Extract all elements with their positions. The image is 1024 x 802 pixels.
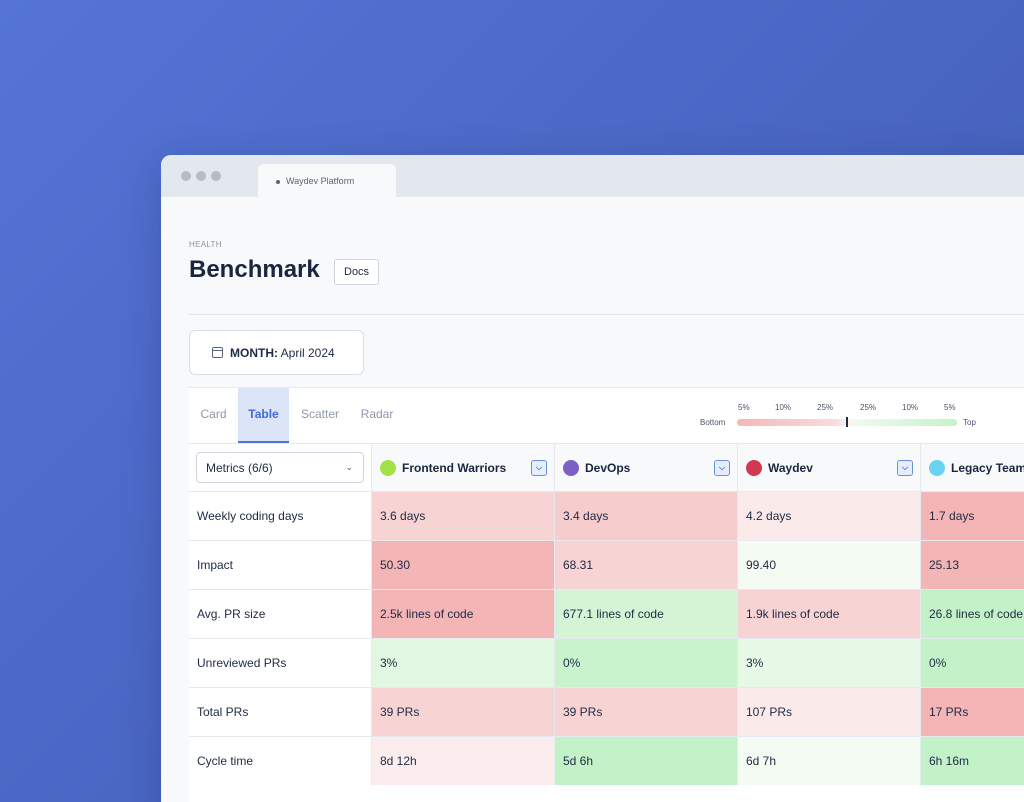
team-color-dot (746, 459, 762, 476)
team-name: Waydev (768, 460, 813, 475)
metric-value-cell: 1.9k lines of code (738, 589, 921, 638)
metric-value-cell: 6h 16m (921, 736, 1024, 785)
metric-value-cell: 8d 12h (372, 736, 555, 785)
metric-value-cell: 3% (372, 638, 555, 687)
month-picker[interactable]: MONTH: April 2024 (189, 330, 364, 375)
chevron-down-icon: ⌄ (345, 462, 353, 472)
metric-value-cell: 68.31 (555, 540, 738, 589)
docs-button[interactable]: Docs (334, 259, 380, 285)
benchmark-table: Metrics (6/6) ⌄ Frontend Warriors ⌵ DevOps… (189, 443, 1024, 785)
team-dropdown-toggle[interactable]: ⌵ (897, 460, 913, 476)
title-bar: Waydev Platform (161, 155, 1024, 197)
metric-value-cell: 3.4 days (555, 491, 738, 540)
close-dot[interactable] (181, 171, 191, 181)
team-dropdown-toggle[interactable]: ⌵ (531, 460, 547, 476)
tab-table[interactable]: Table (238, 388, 289, 443)
month-value: April 2024 (280, 346, 335, 360)
tab-card[interactable]: Card (200, 407, 227, 421)
metric-value-cell: 4.2 days (738, 491, 921, 540)
window-controls (181, 171, 221, 181)
legend-tick: 10% (902, 403, 919, 412)
metric-label: Total PRs (189, 687, 372, 736)
metric-value-cell: 0% (555, 638, 738, 687)
team-header-2: Waydev ⌵ (738, 443, 921, 491)
metric-value-cell: 1.7 days (921, 491, 1024, 540)
legend-tick: 5% (738, 403, 750, 412)
legend-bottom-label: Bottom (700, 418, 726, 427)
legend-tick: 25% (860, 403, 877, 412)
metric-label: Unreviewed PRs (189, 638, 372, 687)
divider (189, 314, 1024, 315)
team-color-dot (563, 459, 579, 476)
legend-tick: 10% (775, 403, 792, 412)
metric-value-cell: 39 PRs (372, 687, 555, 736)
metric-value-cell: 0% (921, 638, 1024, 687)
metric-value-cell: 5d 6h (555, 736, 738, 785)
metric-label: Cycle time (189, 736, 372, 785)
team-header-1: DevOps ⌵ (555, 443, 738, 491)
maximize-dot[interactable] (211, 171, 221, 181)
legend-tick: 5% (944, 403, 956, 412)
metric-value-cell: 3% (738, 638, 921, 687)
team-color-dot (929, 459, 945, 476)
team-name: Frontend Warriors (402, 460, 507, 475)
minimize-dot[interactable] (196, 171, 206, 181)
tab-favicon-icon (276, 179, 280, 184)
metrics-select-label: Metrics (6/6) (206, 461, 273, 475)
team-name: Legacy Team (951, 460, 1024, 475)
legend-top-label: Top (963, 418, 976, 427)
metrics-header-cell: Metrics (6/6) ⌄ (189, 443, 372, 491)
benchmark-panel: Card Table Scatter Radar 5% 10% 25% 25% … (189, 387, 1024, 802)
metric-value-cell: 107 PRs (738, 687, 921, 736)
calendar-icon (212, 347, 223, 358)
legend-tick: 25% (817, 403, 834, 412)
metric-value-cell: 6d 7h (738, 736, 921, 785)
browser-tab[interactable]: Waydev Platform (258, 164, 396, 197)
team-dropdown-toggle[interactable]: ⌵ (714, 460, 730, 476)
metric-value-cell: 99.40 (738, 540, 921, 589)
section-eyebrow: HEALTH (189, 240, 222, 249)
metric-label: Avg. PR size (189, 589, 372, 638)
metric-value-cell: 25.13 (921, 540, 1024, 589)
team-header-0: Frontend Warriors ⌵ (372, 443, 555, 491)
metric-label: Weekly coding days (189, 491, 372, 540)
metric-label: Impact (189, 540, 372, 589)
metrics-select[interactable]: Metrics (6/6) ⌄ (196, 452, 364, 483)
tab-radar[interactable]: Radar (360, 407, 394, 421)
legend-marker (846, 417, 848, 427)
tab-scatter[interactable]: Scatter (300, 407, 339, 421)
metric-value-cell: 26.8 lines of code (921, 589, 1024, 638)
metric-value-cell: 39 PRs (555, 687, 738, 736)
team-name: DevOps (585, 460, 631, 475)
team-header-3: Legacy Team⌵ (921, 443, 1024, 491)
metric-value-cell: 2.5k lines of code (372, 589, 555, 638)
month-label: MONTH: (230, 346, 278, 360)
team-color-dot (380, 459, 396, 476)
browser-window: Waydev Platform HEALTH Benchmark Docs MO… (161, 155, 1024, 802)
metric-value-cell: 50.30 (372, 540, 555, 589)
metric-value-cell: 17 PRs (921, 687, 1024, 736)
page-title: Benchmark (189, 256, 320, 283)
metric-value-cell: 3.6 days (372, 491, 555, 540)
tab-title: Waydev Platform (286, 176, 355, 186)
metric-value-cell: 677.1 lines of code (555, 589, 738, 638)
